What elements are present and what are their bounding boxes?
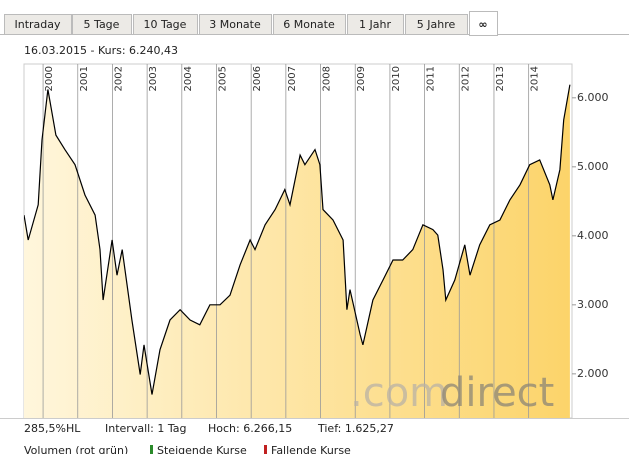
tab[interactable]: 5 Tage xyxy=(72,14,132,35)
subtitle: 16.03.2015 - Kurs: 6.240,43 xyxy=(24,44,178,57)
watermark: direct xyxy=(440,370,554,416)
footer-item: Intervall: 1 Tag xyxy=(105,422,187,435)
year-label: 2009 xyxy=(356,66,367,91)
tab[interactable]: 1 Jahr xyxy=(347,14,404,35)
footer-item: Tief: 1.625,27 xyxy=(317,422,394,435)
tab[interactable]: 10 Tage xyxy=(133,14,198,35)
y-tick-label: 2.000 xyxy=(577,367,609,380)
tab[interactable]: ∞ xyxy=(469,11,498,36)
tab[interactable]: Intraday xyxy=(4,14,72,35)
tab-label: ∞ xyxy=(478,18,487,31)
area xyxy=(24,84,570,418)
tab-bg xyxy=(199,14,272,35)
year-label: 2012 xyxy=(460,66,471,91)
y-tick-label: 3.000 xyxy=(577,298,609,311)
y-tick-label: 5.000 xyxy=(577,160,609,173)
year-label: 2006 xyxy=(252,66,263,91)
legend-swatch xyxy=(264,445,267,454)
y-tick-label: 4.000 xyxy=(577,229,609,242)
tab-bg xyxy=(72,14,132,35)
tab[interactable]: 3 Monate xyxy=(199,14,272,35)
tab-label: 6 Monate xyxy=(283,18,335,31)
year-label: 2011 xyxy=(426,66,437,91)
year-label: 2003 xyxy=(148,66,159,91)
tab-bg xyxy=(469,11,498,36)
footer-item: 285,5%HL xyxy=(24,422,81,435)
tab-bg xyxy=(4,14,72,35)
year-label: 2000 xyxy=(44,66,55,91)
y-tick-label: 6.000 xyxy=(577,91,609,104)
legend-swatch xyxy=(150,445,153,454)
year-label: 2001 xyxy=(79,66,90,91)
tab-label: 10 Tage xyxy=(144,18,187,31)
footer-item: Hoch: 6.266,15 xyxy=(208,422,292,435)
year-label: 2004 xyxy=(183,66,194,91)
tab-bg xyxy=(347,14,404,35)
tab-bg xyxy=(133,14,198,35)
tab-label: 1 Jahr xyxy=(359,18,391,31)
tab-bg xyxy=(273,14,346,35)
legend-item: Fallende Kurse xyxy=(271,444,351,454)
tab[interactable]: 5 Jahre xyxy=(405,14,468,35)
tab-label: 5 Tage xyxy=(84,18,120,31)
tab-label: Intraday xyxy=(14,18,61,31)
year-label: 2013 xyxy=(495,66,506,91)
legend-item: Steigende Kurse xyxy=(157,444,247,454)
tab-bg xyxy=(405,14,468,35)
tab-label: 3 Monate xyxy=(209,18,261,31)
legend-item: Volumen (rot grün) xyxy=(24,444,128,454)
year-label: 2007 xyxy=(287,66,298,91)
tab-label: 5 Jahre xyxy=(417,18,456,31)
year-label: 2008 xyxy=(322,66,333,91)
year-label: 2014 xyxy=(530,66,541,91)
year-label: 2002 xyxy=(113,66,124,91)
year-label: 2010 xyxy=(391,66,402,91)
tab[interactable]: 6 Monate xyxy=(273,14,346,35)
watermark: .com xyxy=(350,370,448,416)
price-line xyxy=(24,84,571,395)
year-label: 2005 xyxy=(217,66,228,91)
